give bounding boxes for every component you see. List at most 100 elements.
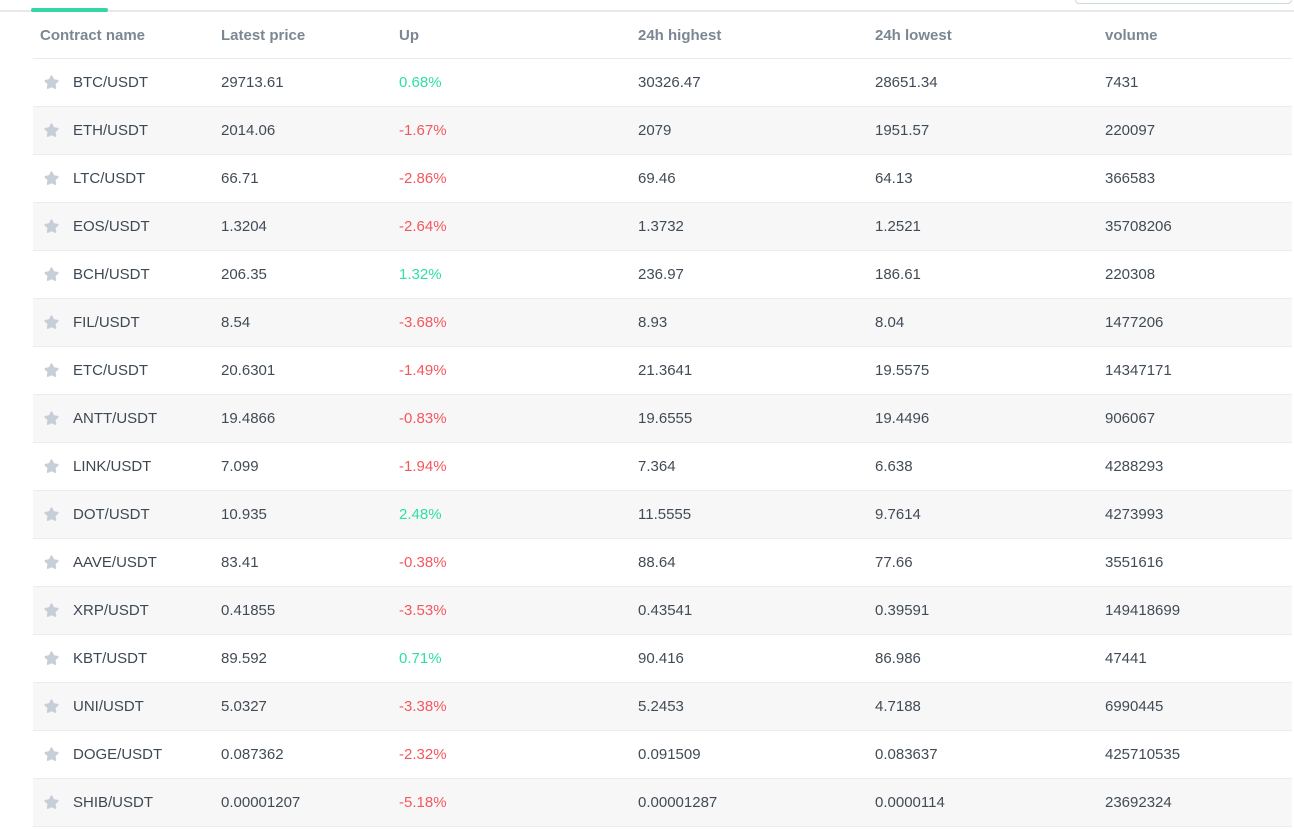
column-header-up: Up (399, 26, 419, 44)
volume-value: 1477206 (1105, 314, 1164, 331)
contract-pair-label: DOGE/USDT (73, 746, 163, 763)
contract-pair-label: SHIB/USDT (73, 794, 154, 811)
favorite-star-icon[interactable] (43, 410, 60, 427)
favorite-star-icon[interactable] (43, 362, 60, 379)
table-row[interactable]: XRP/USDT 0.41855 -3.53% 0.43541 0.39591 … (33, 587, 1292, 635)
favorite-star-icon[interactable] (43, 74, 60, 91)
contract-pair-label: AAVE/USDT (73, 554, 157, 571)
contract-pair-label: ANTT/USDT (73, 410, 158, 427)
table-row[interactable]: UNI/USDT 5.0327 -3.38% 5.2453 4.7188 699… (33, 683, 1292, 731)
table-row[interactable]: FIL/USDT 8.54 -3.68% 8.93 8.04 1477206 (33, 299, 1292, 347)
24h-lowest-value: 1.2521 (875, 218, 921, 235)
change-percent-value: -1.94% (399, 458, 447, 475)
contract-pair-label: BTC/USDT (73, 74, 148, 91)
contract-pair-label: ETC/USDT (73, 362, 148, 379)
24h-highest-value: 30326.47 (638, 74, 701, 91)
24h-lowest-value: 19.5575 (875, 362, 930, 379)
change-percent-value: -2.32% (399, 746, 447, 763)
favorite-star-icon[interactable] (43, 794, 60, 811)
contract-pair-label: UNI/USDT (73, 698, 144, 715)
volume-value: 4273993 (1105, 506, 1164, 523)
favorite-star-icon[interactable] (43, 698, 60, 715)
change-percent-value: -3.53% (399, 602, 447, 619)
table-row[interactable]: SHIB/USDT 0.00001207 -5.18% 0.00001287 0… (33, 779, 1292, 827)
latest-price-value: 0.087362 (221, 746, 284, 763)
volume-value: 220308 (1105, 266, 1156, 283)
latest-price-value: 206.35 (221, 266, 267, 283)
latest-price-value: 5.0327 (221, 698, 267, 715)
change-percent-value: 1.32% (399, 266, 442, 283)
table-row[interactable]: LTC/USDT 66.71 -2.86% 69.46 64.13 366583 (33, 155, 1292, 203)
24h-lowest-value: 77.66 (875, 554, 913, 571)
table-row[interactable]: ETH/USDT 2014.06 -1.67% 2079 1951.57 220… (33, 107, 1292, 155)
volume-value: 14347171 (1105, 362, 1172, 379)
24h-lowest-value: 9.7614 (875, 506, 921, 523)
latest-price-value: 0.41855 (221, 602, 276, 619)
24h-highest-value: 90.416 (638, 650, 684, 667)
24h-highest-value: 21.3641 (638, 362, 693, 379)
favorite-star-icon[interactable] (43, 602, 60, 619)
table-row[interactable]: KBT/USDT 89.592 0.71% 90.416 86.986 4744… (33, 635, 1292, 683)
latest-price-value: 1.3204 (221, 218, 267, 235)
volume-value: 7431 (1105, 74, 1139, 91)
volume-value: 35708206 (1105, 218, 1172, 235)
table-row[interactable]: LINK/USDT 7.099 -1.94% 7.364 6.638 42882… (33, 443, 1292, 491)
favorite-star-icon[interactable] (43, 266, 60, 283)
table-header-row: Contract name Latest price Up 24h highes… (33, 12, 1292, 59)
latest-price-value: 19.4866 (221, 410, 276, 427)
24h-lowest-value: 28651.34 (875, 74, 938, 91)
table-row[interactable]: ANTT/USDT 19.4866 -0.83% 19.6555 19.4496… (33, 395, 1292, 443)
favorite-star-icon[interactable] (43, 554, 60, 571)
favorite-star-icon[interactable] (43, 746, 60, 763)
change-percent-value: -5.18% (399, 794, 447, 811)
favorite-star-icon[interactable] (43, 314, 60, 331)
volume-value: 366583 (1105, 170, 1156, 187)
volume-value: 149418699 (1105, 602, 1181, 619)
latest-price-value: 29713.61 (221, 74, 284, 91)
favorite-star-icon[interactable] (43, 458, 60, 475)
change-percent-value: -0.83% (399, 410, 447, 427)
table-row[interactable]: BCH/USDT 206.35 1.32% 236.97 186.61 2203… (33, 251, 1292, 299)
contract-pair-label: KBT/USDT (73, 650, 148, 667)
24h-lowest-value: 19.4496 (875, 410, 930, 427)
table-row[interactable]: DOT/USDT 10.935 2.48% 11.5555 9.7614 427… (33, 491, 1292, 539)
volume-value: 6990445 (1105, 698, 1164, 715)
contract-pair-label: FIL/USDT (73, 314, 140, 331)
latest-price-value: 2014.06 (221, 122, 276, 139)
24h-highest-value: 5.2453 (638, 698, 684, 715)
favorite-star-icon[interactable] (43, 218, 60, 235)
table-row[interactable]: EOS/USDT 1.3204 -2.64% 1.3732 1.2521 357… (33, 203, 1292, 251)
active-tab-indicator[interactable] (31, 8, 108, 12)
search-input[interactable] (1075, 0, 1292, 4)
table-row[interactable]: BTC/USDT 29713.61 0.68% 30326.47 28651.3… (33, 59, 1292, 107)
favorite-star-icon[interactable] (43, 650, 60, 667)
contract-pair-label: EOS/USDT (73, 218, 150, 235)
volume-value: 425710535 (1105, 746, 1181, 763)
24h-lowest-value: 8.04 (875, 314, 905, 331)
favorite-star-icon[interactable] (43, 170, 60, 187)
latest-price-value: 8.54 (221, 314, 251, 331)
24h-highest-value: 236.97 (638, 266, 684, 283)
tab-bar (0, 0, 1294, 12)
24h-highest-value: 7.364 (638, 458, 676, 475)
table-row[interactable]: ETC/USDT 20.6301 -1.49% 21.3641 19.5575 … (33, 347, 1292, 395)
24h-highest-value: 88.64 (638, 554, 676, 571)
table-row[interactable]: DOGE/USDT 0.087362 -2.32% 0.091509 0.083… (33, 731, 1292, 779)
latest-price-value: 83.41 (221, 554, 259, 571)
change-percent-value: -1.49% (399, 362, 447, 379)
change-percent-value: 2.48% (399, 506, 442, 523)
latest-price-value: 20.6301 (221, 362, 276, 379)
24h-highest-value: 0.43541 (638, 602, 693, 619)
table-row[interactable]: AAVE/USDT 83.41 -0.38% 88.64 77.66 35516… (33, 539, 1292, 587)
24h-lowest-value: 1951.57 (875, 122, 930, 139)
contract-pair-label: LTC/USDT (73, 170, 146, 187)
favorite-star-icon[interactable] (43, 122, 60, 139)
24h-lowest-value: 0.083637 (875, 746, 938, 763)
24h-highest-value: 1.3732 (638, 218, 684, 235)
column-header-volume: volume (1105, 26, 1158, 44)
24h-highest-value: 8.93 (638, 314, 668, 331)
24h-highest-value: 11.5555 (638, 506, 692, 523)
favorite-star-icon[interactable] (43, 506, 60, 523)
24h-lowest-value: 86.986 (875, 650, 921, 667)
24h-lowest-value: 4.7188 (875, 698, 921, 715)
